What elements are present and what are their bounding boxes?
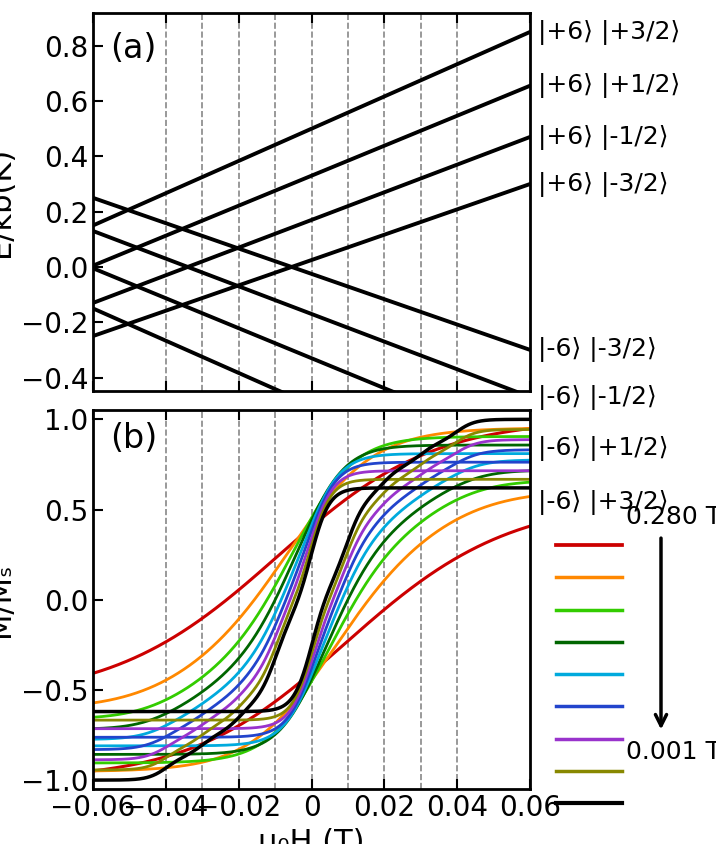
X-axis label: μ₀H (T): μ₀H (T) [258, 828, 364, 844]
Y-axis label: M/Mₛ: M/Mₛ [0, 563, 15, 637]
Legend: , , , , , , , , : , , , , , , , , [546, 525, 643, 826]
Text: |-6⟩ |-1/2⟩: |-6⟩ |-1/2⟩ [538, 385, 657, 409]
Text: |+6⟩ |-1/2⟩: |+6⟩ |-1/2⟩ [538, 125, 669, 149]
Text: 0.280 T/s: 0.280 T/s [626, 505, 716, 528]
Text: |+6⟩ |-3/2⟩: |+6⟩ |-3/2⟩ [538, 171, 669, 197]
Text: (a): (a) [110, 31, 157, 65]
Text: 0.001 T/s: 0.001 T/s [626, 739, 716, 763]
Text: |-6⟩ |+1/2⟩: |-6⟩ |+1/2⟩ [538, 436, 669, 461]
Text: |+6⟩ |+1/2⟩: |+6⟩ |+1/2⟩ [538, 73, 680, 99]
Text: |-6⟩ |+3/2⟩: |-6⟩ |+3/2⟩ [538, 490, 669, 515]
Text: (b): (b) [110, 422, 158, 455]
Text: |-6⟩ |-3/2⟩: |-6⟩ |-3/2⟩ [538, 338, 657, 362]
Y-axis label: E/kb(K): E/kb(K) [0, 147, 15, 257]
Text: |+6⟩ |+3/2⟩: |+6⟩ |+3/2⟩ [538, 19, 680, 45]
